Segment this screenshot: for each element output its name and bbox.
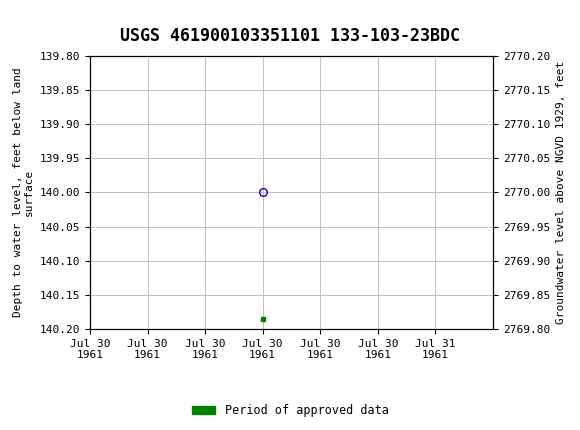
Legend: Period of approved data: Period of approved data <box>187 399 393 422</box>
Text: USGS 461900103351101 133-103-23BDC: USGS 461900103351101 133-103-23BDC <box>120 27 460 45</box>
Y-axis label: Groundwater level above NGVD 1929, feet: Groundwater level above NGVD 1929, feet <box>556 61 566 324</box>
Text: ≋USGS: ≋USGS <box>3 14 57 31</box>
Y-axis label: Depth to water level, feet below land
surface: Depth to water level, feet below land su… <box>13 68 34 317</box>
